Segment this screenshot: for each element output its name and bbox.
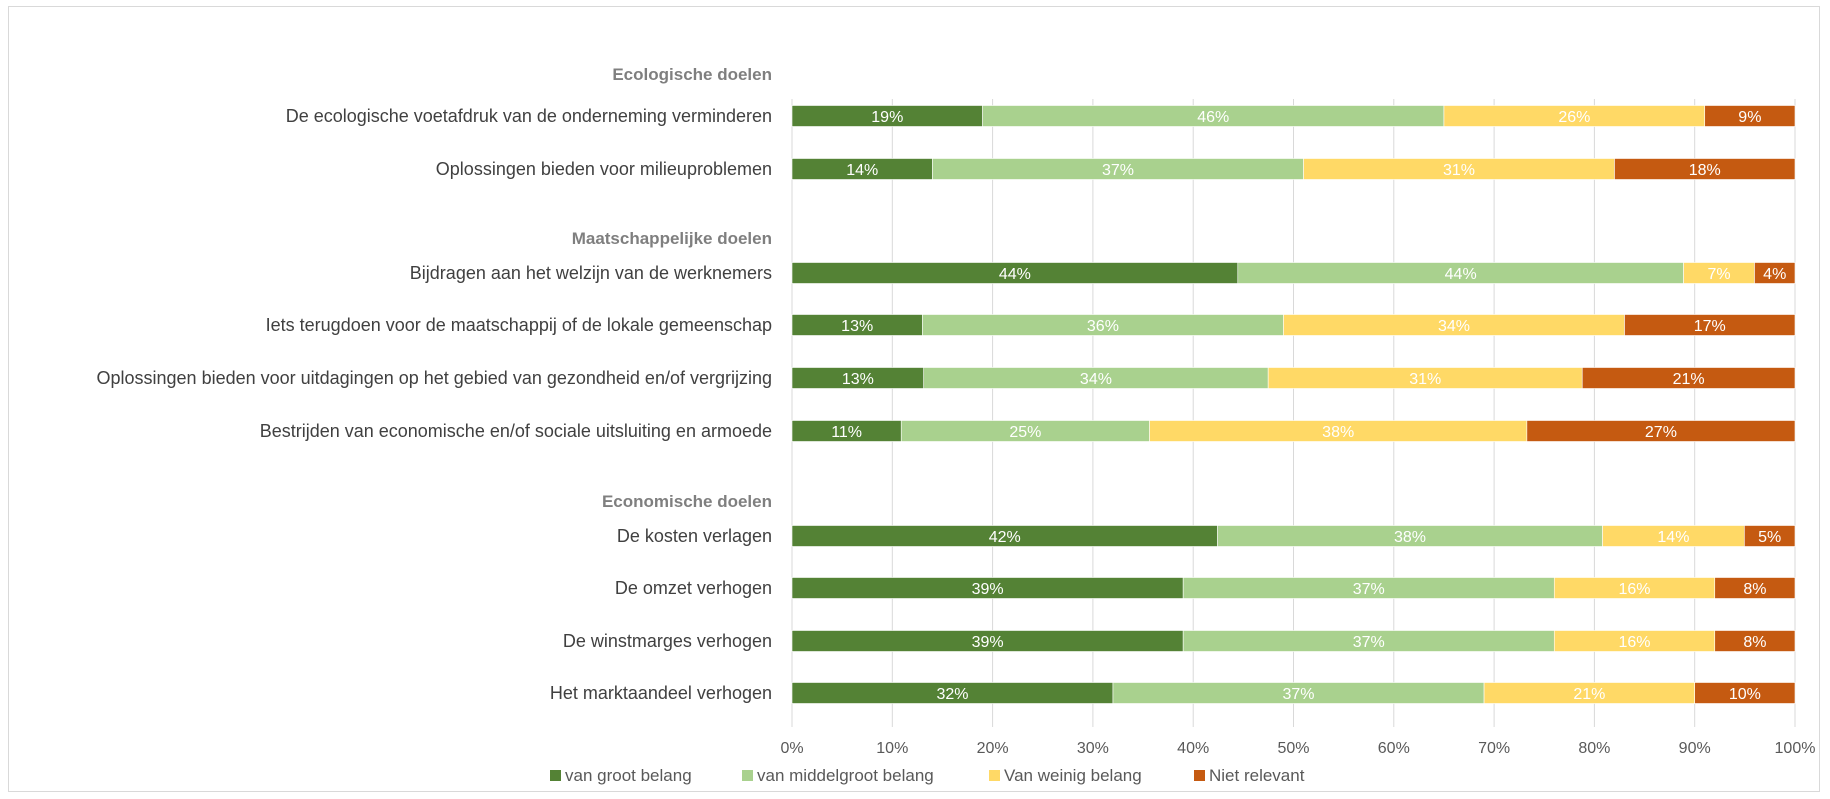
gridlines <box>791 99 1796 727</box>
data-label: 8% <box>1743 581 1766 598</box>
row-label: Het marktaandeel verhogen <box>550 683 772 703</box>
stacked-bar-chart: 19% 46% 26% 9% 14% 37% 31% 18% 44% 44% 7% 4% 13% 36% 3… <box>97 65 1816 785</box>
x-tick-label: 50% <box>1277 740 1309 757</box>
bar-segment <box>1526 420 1796 442</box>
legend-swatch <box>1194 770 1205 781</box>
group-title: Ecologische doelen <box>612 65 772 84</box>
row-label: Bijdragen aan het welzijn van de werknem… <box>410 263 772 283</box>
data-label: 11% <box>831 424 862 441</box>
row-label: De omzet verhogen <box>615 578 772 598</box>
row-label: Oplossingen bieden voor milieuproblemen <box>436 159 772 179</box>
legend-label: Niet relevant <box>1209 766 1305 785</box>
data-label: 9% <box>1738 109 1761 126</box>
legend-label: van middelgroot belang <box>757 766 934 785</box>
x-tick-label: 80% <box>1578 740 1610 757</box>
bar-segment <box>1694 682 1796 704</box>
data-label: 7% <box>1707 266 1730 283</box>
data-label: 37% <box>1282 686 1314 703</box>
data-label: 31% <box>1443 162 1475 179</box>
data-label: 36% <box>1087 318 1119 335</box>
data-label: 25% <box>1009 424 1041 441</box>
data-label: 26% <box>1558 109 1590 126</box>
data-label: 4% <box>1763 266 1786 283</box>
legend-swatch <box>550 770 561 781</box>
row-label: De kosten verlagen <box>617 526 772 546</box>
data-label: 46% <box>1197 109 1229 126</box>
x-tick-label: 70% <box>1478 740 1510 757</box>
data-label: 37% <box>1102 162 1134 179</box>
legend-label: Van weinig belang <box>1004 766 1142 785</box>
data-label: 14% <box>1657 529 1689 546</box>
bar-segment <box>1581 367 1796 389</box>
data-label: 18% <box>1689 162 1721 179</box>
data-label: 17% <box>1694 318 1726 335</box>
x-tick-label: 100% <box>1775 740 1816 757</box>
bar-segment <box>1744 525 1796 547</box>
data-label: 19% <box>871 109 903 126</box>
data-label: 44% <box>1445 266 1477 283</box>
data-label: 44% <box>999 266 1031 283</box>
x-tick-label: 40% <box>1177 740 1209 757</box>
bar-segment <box>1754 262 1796 284</box>
data-label: 5% <box>1758 529 1781 546</box>
data-label: 27% <box>1645 424 1677 441</box>
x-tick-label: 60% <box>1378 740 1410 757</box>
x-tick-label: 90% <box>1679 740 1711 757</box>
data-label: 39% <box>972 634 1004 651</box>
bar-segment <box>1624 314 1796 336</box>
legend-label: van groot belang <box>565 766 692 785</box>
data-label: 13% <box>842 371 874 388</box>
x-tick-label: 30% <box>1077 740 1109 757</box>
data-label: 42% <box>989 529 1021 546</box>
legend-swatch <box>742 770 753 781</box>
bar-segment <box>1614 158 1796 180</box>
data-label: 14% <box>846 162 878 179</box>
data-label: 39% <box>972 581 1004 598</box>
group-title: Economische doelen <box>602 492 772 511</box>
row-label: Iets terugdoen voor de maatschappij of d… <box>266 315 772 335</box>
chart-frame: 19% 46% 26% 9% 14% 37% 31% 18% 44% 44% 7% 4% 13% 36% 3… <box>8 6 1820 792</box>
data-label: 10% <box>1729 686 1761 703</box>
row-label: De ecologische voetafdruk van de onderne… <box>286 106 772 126</box>
x-tick-label: 20% <box>977 740 1009 757</box>
data-label: 16% <box>1619 634 1651 651</box>
legend: van groot belang van middelgroot belang Va… <box>550 766 1305 785</box>
x-tick-label: 10% <box>876 740 908 757</box>
data-label: 21% <box>1573 686 1605 703</box>
bar-segment <box>1714 630 1796 652</box>
row-label: De winstmarges verhogen <box>563 631 772 651</box>
category-labels: Ecologische doelen De ecologische voetafd… <box>97 65 773 703</box>
data-label: 34% <box>1080 371 1112 388</box>
data-label: 37% <box>1353 634 1385 651</box>
data-label: 31% <box>1409 371 1441 388</box>
data-label: 38% <box>1394 529 1426 546</box>
group-title: Maatschappelijke doelen <box>572 229 772 248</box>
data-label: 32% <box>936 686 968 703</box>
data-label: 37% <box>1353 581 1385 598</box>
data-label: 38% <box>1322 424 1354 441</box>
data-label: 8% <box>1743 634 1766 651</box>
x-axis: 0% 10% 20% 30% 40% 50% 60% 70% 80% 90% 100% <box>780 740 1815 757</box>
bars: 19% 46% 26% 9% 14% 37% 31% 18% 44% 44% 7% 4% 13% 36% 3… <box>791 105 1796 704</box>
bar-segment <box>1704 105 1796 127</box>
data-label: 21% <box>1673 371 1705 388</box>
row-label: Bestrijden van economische en/of sociale… <box>260 421 772 441</box>
bar-segment <box>1714 577 1796 599</box>
data-label: 13% <box>841 318 873 335</box>
data-label: 16% <box>1619 581 1651 598</box>
data-label: 34% <box>1438 318 1470 335</box>
x-tick-label: 0% <box>780 740 803 757</box>
legend-swatch <box>989 770 1000 781</box>
row-label: Oplossingen bieden voor uitdagingen op h… <box>97 368 773 388</box>
